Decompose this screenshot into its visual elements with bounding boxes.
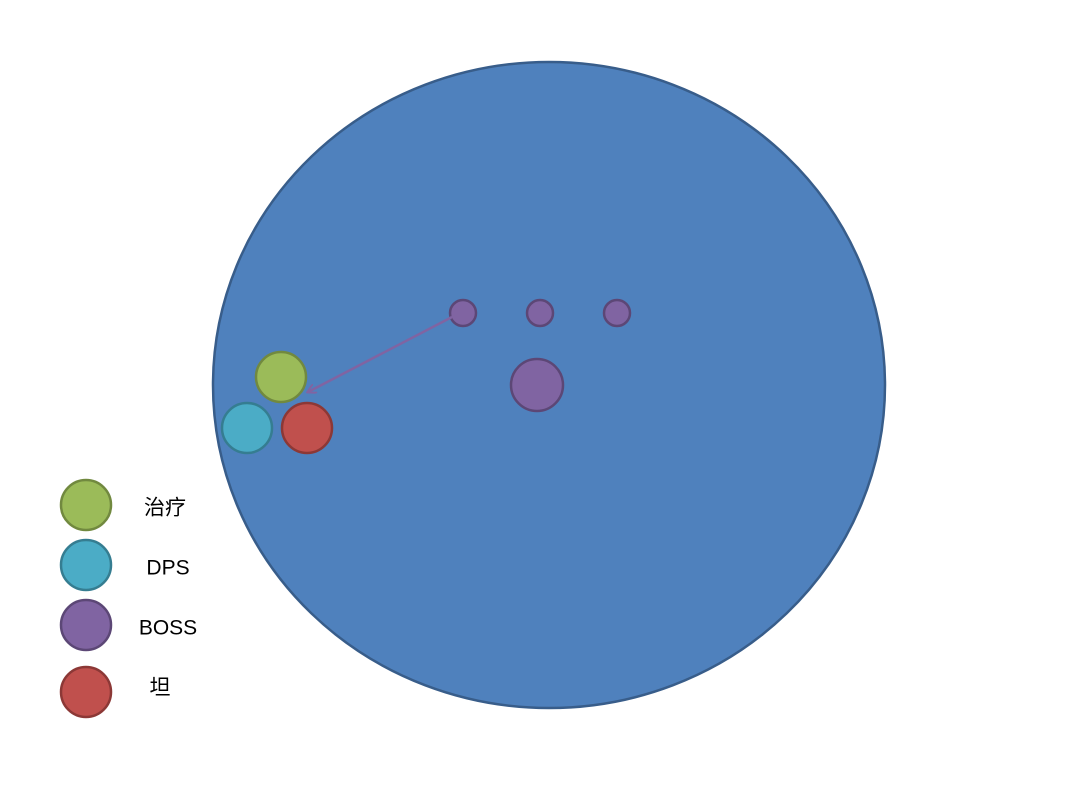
legend-swatch [59, 598, 113, 652]
boss-position [448, 298, 478, 328]
arrow [308, 315, 453, 392]
legend-label: BOSS [139, 617, 197, 640]
boss [509, 357, 565, 413]
legend-label: DPS [146, 557, 189, 580]
healer [254, 350, 308, 404]
legend-swatch [59, 538, 113, 592]
legend-label: 治疗 [144, 497, 186, 520]
legend-label: 坦 [150, 677, 171, 700]
legend-swatch [59, 478, 113, 532]
tank [280, 401, 334, 455]
legend-swatch [59, 665, 113, 719]
boss-position [602, 298, 632, 328]
boss-position [525, 298, 555, 328]
dps [220, 401, 274, 455]
